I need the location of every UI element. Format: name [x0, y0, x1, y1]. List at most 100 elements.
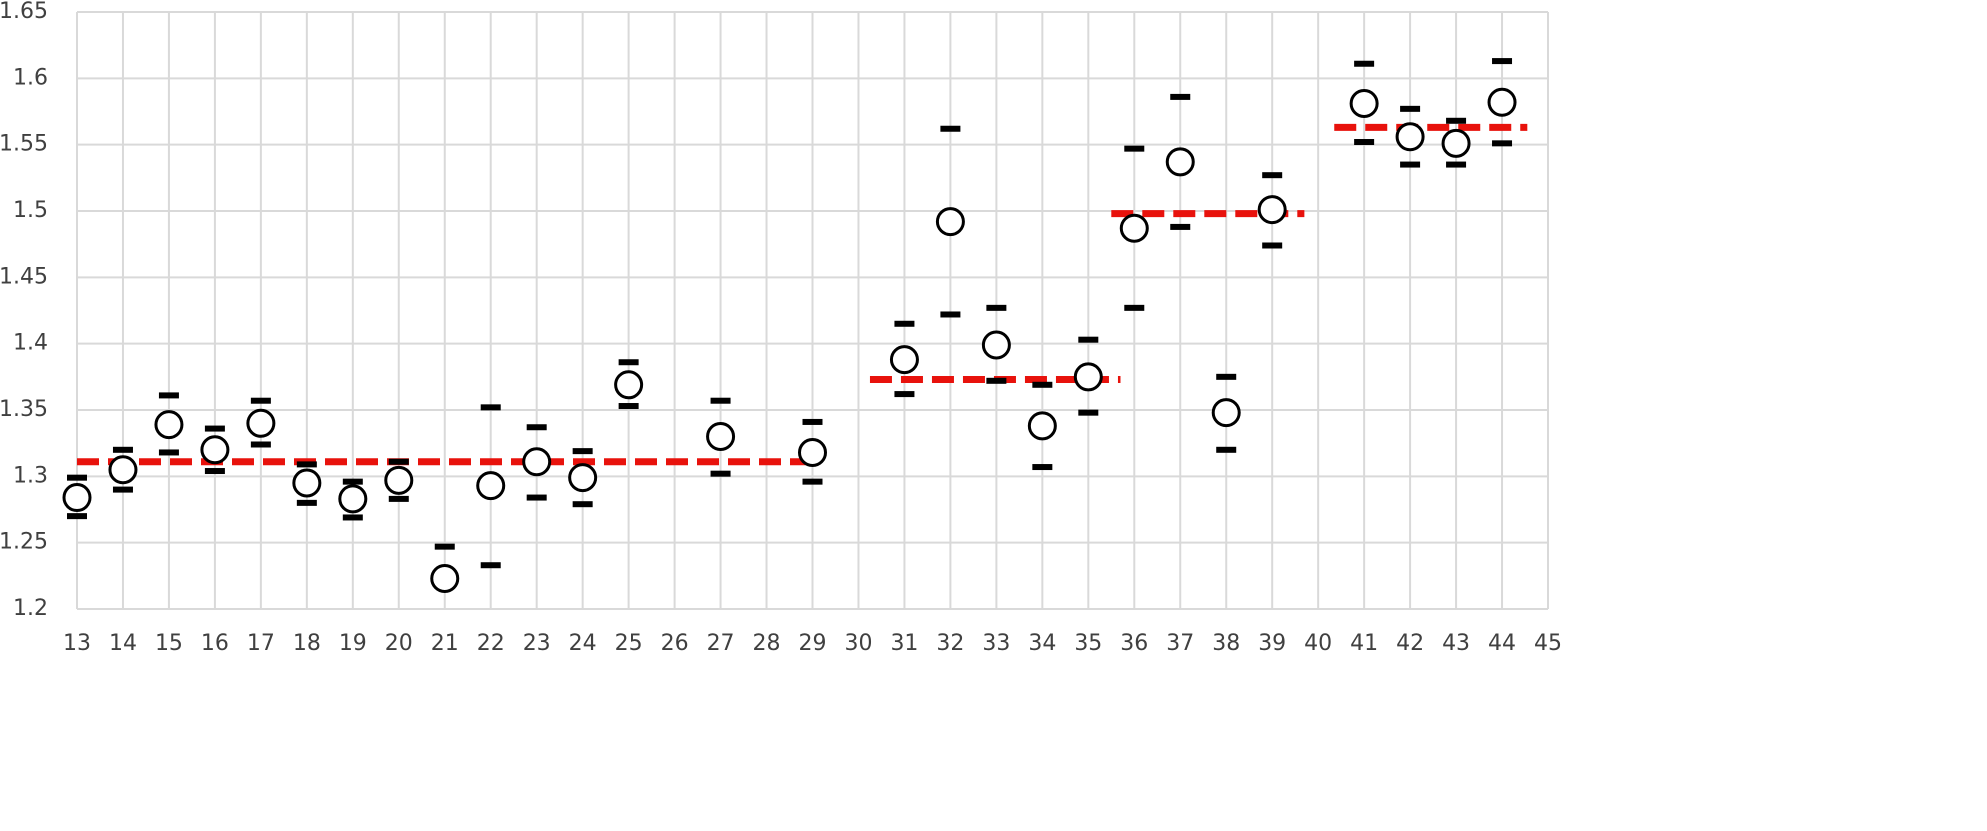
high-marker	[1492, 58, 1513, 65]
high-marker	[1078, 336, 1099, 343]
point	[1119, 213, 1149, 243]
point	[154, 410, 184, 440]
x-tick-label: 15	[155, 631, 183, 656]
point	[522, 447, 552, 477]
x-tick-label: 35	[1074, 631, 1102, 656]
low-marker	[204, 468, 225, 475]
x-tick-label: 29	[799, 631, 827, 656]
low-marker	[296, 499, 317, 506]
high-marker	[1170, 93, 1191, 100]
low-marker	[250, 441, 271, 448]
low-marker	[1354, 139, 1375, 146]
x-tick-label: 32	[936, 631, 964, 656]
y-tick-label: 1.35	[0, 397, 48, 422]
low-marker	[1492, 140, 1513, 147]
point	[292, 468, 322, 498]
high-marker	[1354, 60, 1375, 67]
low-marker	[1216, 446, 1237, 453]
x-tick-label: 42	[1396, 631, 1424, 656]
point	[1073, 362, 1103, 392]
x-tick-label: 18	[293, 631, 321, 656]
high-marker	[940, 125, 961, 132]
point	[200, 435, 230, 465]
x-tick-label: 14	[109, 631, 137, 656]
low-marker	[572, 501, 593, 508]
low-marker	[802, 478, 823, 485]
y-tick-label: 1.3	[13, 463, 48, 488]
high-marker	[296, 461, 317, 468]
high-marker	[250, 397, 271, 404]
y-tick-label: 1.6	[13, 65, 48, 90]
point	[935, 207, 965, 237]
y-tick-label: 1.55	[0, 132, 48, 157]
x-tick-label: 33	[982, 631, 1010, 656]
x-tick-label: 28	[753, 631, 781, 656]
point	[706, 422, 736, 452]
x-tick-label: 37	[1166, 631, 1194, 656]
x-tick-label: 40	[1304, 631, 1332, 656]
point	[798, 437, 827, 467]
low-marker	[67, 513, 87, 520]
high-marker	[618, 359, 639, 366]
high-marker	[894, 320, 915, 327]
high-marker	[526, 424, 547, 431]
x-tick-label: 34	[1028, 631, 1056, 656]
low-marker	[1124, 304, 1145, 311]
high-marker	[1446, 117, 1467, 124]
high-marker	[572, 448, 593, 455]
x-tick-label: 41	[1350, 631, 1378, 656]
point	[1349, 89, 1379, 119]
high-marker	[1262, 172, 1283, 179]
low-marker	[480, 562, 501, 569]
low-marker	[986, 377, 1007, 384]
high-marker	[1032, 381, 1053, 388]
x-tick-label: 21	[431, 631, 459, 656]
high-marker	[67, 474, 87, 481]
y-tick-label: 1.45	[0, 264, 48, 289]
x-tick-label: 31	[890, 631, 918, 656]
point	[246, 408, 276, 438]
low-marker	[710, 470, 731, 477]
x-tick-label: 13	[63, 631, 91, 656]
point	[62, 483, 92, 513]
low-marker	[158, 449, 179, 456]
x-tick-label: 23	[523, 631, 551, 656]
low-marker	[388, 495, 409, 502]
x-tick-label: 36	[1120, 631, 1148, 656]
x-tick-label: 44	[1488, 631, 1516, 656]
high-marker	[710, 397, 731, 404]
high-marker	[1124, 145, 1145, 152]
high-marker	[1400, 105, 1421, 112]
x-tick-label: 16	[201, 631, 229, 656]
low-marker	[526, 494, 547, 501]
point	[1165, 147, 1195, 177]
point	[1487, 87, 1517, 117]
low-marker	[894, 391, 915, 398]
x-tick-label: 25	[615, 631, 643, 656]
low-marker	[342, 514, 363, 521]
high-marker	[112, 446, 133, 453]
x-tick-label: 45	[1534, 631, 1562, 656]
low-marker	[1262, 242, 1283, 249]
low-marker	[1170, 223, 1191, 230]
high-marker	[986, 304, 1007, 311]
high-marker	[342, 478, 363, 485]
low-marker	[618, 403, 639, 410]
high-marker	[434, 543, 455, 550]
low-marker	[940, 311, 961, 318]
point	[889, 345, 919, 375]
low-marker	[1078, 409, 1099, 416]
x-tick-label: 20	[385, 631, 413, 656]
x-tick-label: 24	[569, 631, 597, 656]
point	[1027, 411, 1057, 441]
point	[981, 330, 1011, 360]
x-tick-label: 38	[1212, 631, 1240, 656]
low-marker	[112, 486, 133, 493]
point	[384, 465, 414, 495]
point	[1441, 128, 1471, 158]
point	[1211, 398, 1241, 428]
x-tick-label: 22	[477, 631, 505, 656]
point	[476, 471, 506, 501]
point	[568, 463, 598, 493]
